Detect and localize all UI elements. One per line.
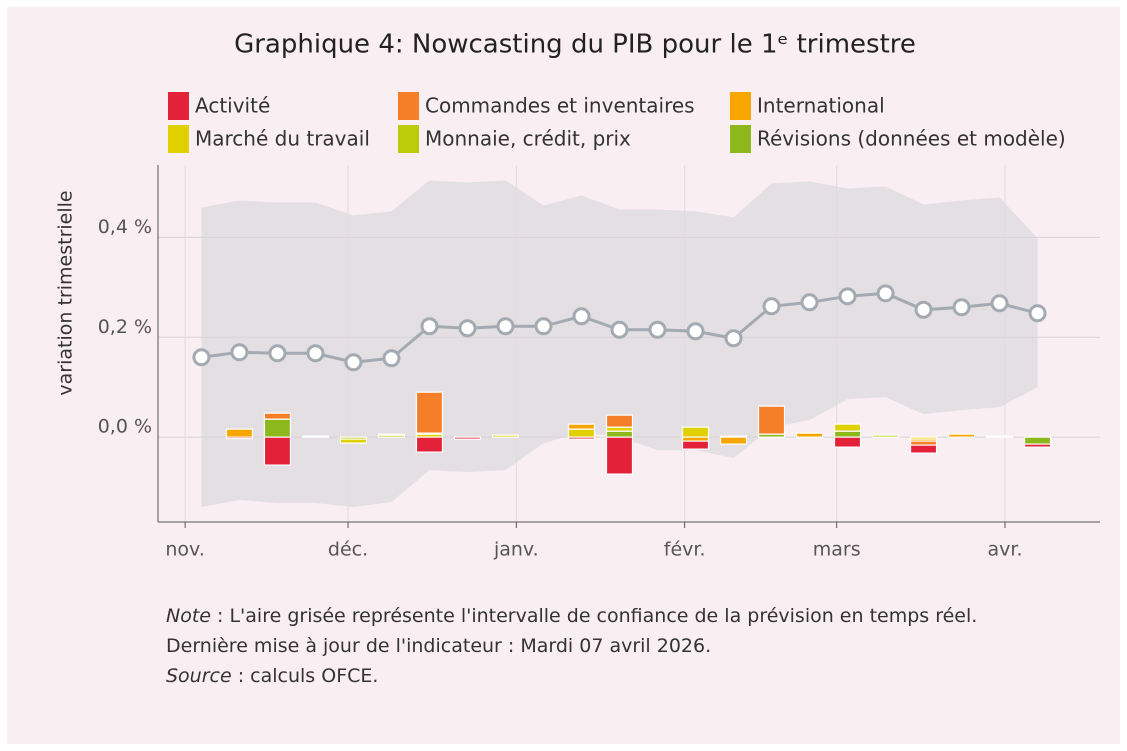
marker <box>458 319 477 338</box>
bar <box>567 423 596 430</box>
x-tick-label: mars <box>813 539 861 561</box>
x-tick-label: nov. <box>165 539 204 561</box>
bar <box>605 430 634 438</box>
marker <box>914 300 933 319</box>
legend-label: Activité <box>195 94 270 118</box>
x-tick-label: déc. <box>328 539 368 561</box>
legend-label: Commandes et inventaires <box>425 94 695 118</box>
bar <box>795 432 824 438</box>
note-lead: Note <box>166 605 211 627</box>
bar <box>263 412 292 420</box>
marker <box>648 320 667 339</box>
marker <box>344 353 363 372</box>
bar <box>567 428 596 438</box>
marker <box>990 294 1009 313</box>
bar <box>757 405 786 435</box>
legend-label: Marché du travail <box>195 127 370 151</box>
note-text: Dernière mise à jour de l'indicateur : M… <box>166 635 711 657</box>
marker <box>1028 304 1047 323</box>
marker <box>838 287 857 306</box>
x-tick-label: janv. <box>493 539 539 561</box>
note-line: Source : calculs OFCE. <box>166 665 378 687</box>
legend-swatch <box>730 125 751 153</box>
y-tick-label: 0,0 % <box>98 416 152 438</box>
legend-swatch <box>730 92 751 120</box>
note-line: Dernière mise à jour de l'indicateur : M… <box>166 635 711 657</box>
bar <box>491 434 520 438</box>
bar <box>605 414 634 428</box>
marker <box>686 322 705 341</box>
marker <box>420 317 439 336</box>
marker <box>306 344 325 363</box>
marker <box>762 297 781 316</box>
marker <box>610 320 629 339</box>
bar <box>339 438 368 444</box>
bar <box>985 435 1014 438</box>
bar <box>833 436 862 448</box>
marker <box>192 348 211 367</box>
bar <box>567 436 596 440</box>
marker <box>496 317 515 336</box>
bar <box>225 428 254 438</box>
marker <box>724 329 743 348</box>
bar <box>833 423 862 432</box>
bar <box>415 436 444 453</box>
x-tick-label: avr. <box>987 539 1022 561</box>
bar <box>681 426 710 438</box>
legend-label: International <box>757 94 885 118</box>
y-tick-label: 0,2 % <box>98 316 152 338</box>
bar <box>947 433 976 438</box>
bar <box>301 435 330 438</box>
bar <box>377 433 406 436</box>
note-lead: Source <box>166 665 232 687</box>
note-text: : L'aire grisée représente l'intervalle … <box>211 605 977 627</box>
chart-title: Graphique 4: Nowcasting du PIB pour le 1… <box>234 30 916 60</box>
bar <box>453 436 482 440</box>
y-axis-label: variation trimestrielle <box>55 190 77 395</box>
bar <box>263 436 292 466</box>
bar <box>415 391 444 434</box>
bar <box>263 418 292 438</box>
marker <box>230 343 249 362</box>
y-tick-label: 0,4 % <box>98 216 152 238</box>
legend-swatch <box>168 92 189 120</box>
bar <box>833 430 862 438</box>
legend-swatch <box>398 92 419 120</box>
legend: Activité Commandes et inventaires Internat… <box>168 92 1066 153</box>
marker <box>534 317 553 336</box>
bar <box>1023 436 1052 445</box>
notes: Note : L'aire grisée représente l'interv… <box>166 605 977 687</box>
bar <box>1023 443 1052 448</box>
legend-swatch <box>398 125 419 153</box>
bar <box>871 434 900 438</box>
note-line: Note : L'aire grisée représente l'interv… <box>166 605 977 627</box>
legend-label: Monnaie, crédit, prix <box>425 127 631 151</box>
note-text: : calculs OFCE. <box>232 665 379 687</box>
marker <box>268 344 287 363</box>
plot: 0,0 % 0,2 % 0,4 % nov. déc. janv. févr. mars avr… <box>98 165 1100 561</box>
bar <box>225 436 254 440</box>
legend-label: Révisions (données et modèle) <box>757 127 1066 151</box>
bar <box>605 436 634 475</box>
bar <box>719 436 748 445</box>
marker <box>572 307 591 326</box>
bar <box>909 444 938 454</box>
legend-swatch <box>168 125 189 153</box>
x-tick-label: févr. <box>664 539 706 561</box>
marker <box>382 349 401 368</box>
marker <box>952 298 971 317</box>
confidence-band <box>201 180 1038 508</box>
marker <box>876 284 895 303</box>
bar <box>681 440 710 450</box>
marker <box>800 293 819 312</box>
